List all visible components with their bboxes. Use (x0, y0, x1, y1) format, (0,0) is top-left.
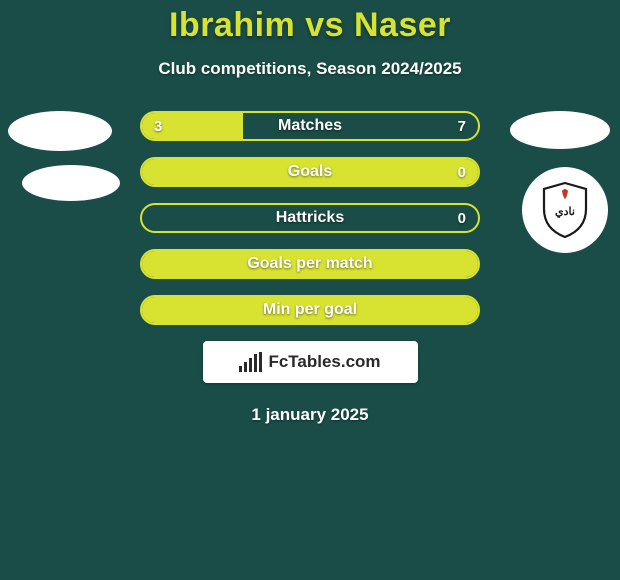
shield-icon: نادي (540, 181, 590, 239)
branding-text: FcTables.com (268, 352, 380, 372)
bar-value-right: 7 (458, 113, 466, 139)
bar-fill (142, 251, 478, 277)
footer-date: 1 january 2025 (0, 405, 620, 425)
chart-area: نادي 3 Matches 7 Goals 0 Hattricks (0, 111, 620, 425)
bar-value-right: 0 (458, 205, 466, 231)
bar-fill (142, 297, 478, 323)
player-left-avatar-1 (8, 111, 112, 151)
branding-box[interactable]: FcTables.com (203, 341, 418, 383)
comparison-card: Ibrahim vs Naser Club competitions, Seas… (0, 0, 620, 580)
bar-row-matches: 3 Matches 7 (140, 111, 480, 141)
bar-fill (142, 159, 478, 185)
player-left-avatar-2 (22, 165, 120, 201)
bar-row-goals: Goals 0 (140, 157, 480, 187)
bar-value-left: 3 (154, 113, 162, 139)
player-right-club-badge: نادي (522, 167, 608, 253)
comparison-bars: 3 Matches 7 Goals 0 Hattricks 0 Goals pe… (140, 111, 480, 325)
bar-row-min-per-goal: Min per goal (140, 295, 480, 325)
bar-label: Hattricks (142, 205, 478, 231)
page-title: Ibrahim vs Naser (0, 6, 620, 45)
bar-row-hattricks: Hattricks 0 (140, 203, 480, 233)
bar-row-goals-per-match: Goals per match (140, 249, 480, 279)
bar-chart-icon (239, 352, 262, 372)
shield-label: نادي (555, 206, 575, 219)
player-right-avatar-1 (510, 111, 610, 149)
bar-value-right: 0 (458, 159, 466, 185)
page-subtitle: Club competitions, Season 2024/2025 (0, 59, 620, 79)
